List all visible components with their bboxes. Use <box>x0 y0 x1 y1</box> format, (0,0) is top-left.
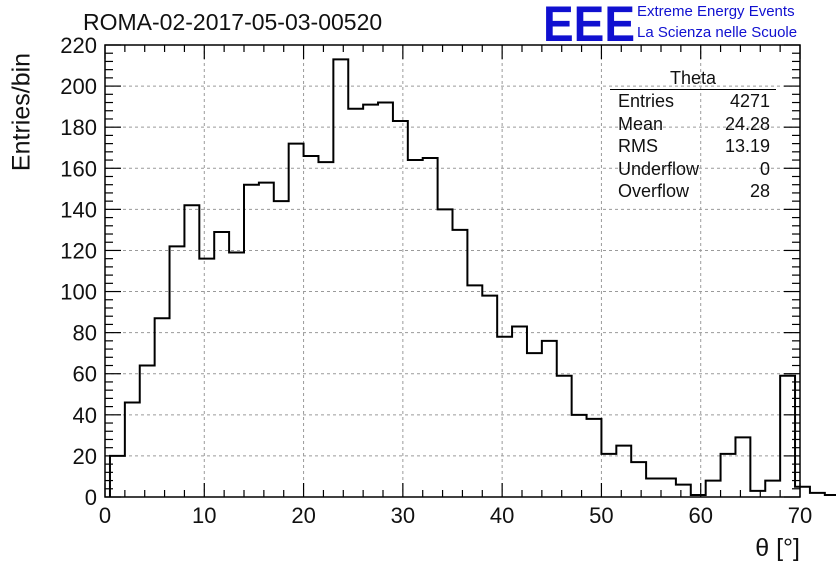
x-tick-label: 60 <box>688 503 712 528</box>
histogram-bin <box>735 437 750 497</box>
histogram-bin <box>467 285 482 497</box>
histogram-bin <box>795 487 810 497</box>
x-tick-label: 30 <box>391 503 415 528</box>
histogram-outline <box>108 58 836 497</box>
y-tick-label: 40 <box>73 403 97 428</box>
histogram-bin <box>810 493 825 497</box>
histogram-bin <box>110 456 125 497</box>
y-tick-label: 20 <box>73 444 97 469</box>
y-tick-label: 180 <box>60 115 97 140</box>
histogram-bin <box>155 318 170 497</box>
histogram-bin <box>199 259 214 497</box>
histogram-bin <box>765 481 780 497</box>
stats-box: Theta Entries 4271 Mean 24.28 RMS 13.19 … <box>610 68 776 203</box>
histogram-bin <box>348 109 363 497</box>
histogram-bin <box>646 479 661 497</box>
stats-row-overflow: Overflow 28 <box>610 180 776 203</box>
histogram-bin <box>676 485 691 497</box>
stats-value: 13.19 <box>724 136 770 156</box>
histogram-bin <box>661 479 676 497</box>
histogram-bin <box>482 296 497 497</box>
stats-row-rms: RMS 13.19 <box>610 135 776 158</box>
stats-label: Entries <box>618 91 675 111</box>
stats-value: 28 <box>749 181 770 201</box>
histogram-bin <box>438 209 453 497</box>
histogram-bin <box>691 495 706 497</box>
stats-row-mean: Mean 24.28 <box>610 113 776 136</box>
stats-value: 4271 <box>729 91 770 111</box>
histogram-bin <box>408 160 423 497</box>
run-title: ROMA-02-2017-05-03-00520 <box>83 9 383 35</box>
stats-title: Theta <box>610 68 776 90</box>
plot-frame <box>104 44 801 498</box>
histogram-bin <box>587 419 602 497</box>
histogram-bin <box>318 162 333 497</box>
histogram-bin <box>184 205 199 497</box>
histogram-bin <box>140 366 155 497</box>
histogram-bin <box>423 158 438 497</box>
histogram-bin <box>259 183 274 497</box>
x-tick-label: 40 <box>490 503 514 528</box>
histogram-bin <box>453 230 468 497</box>
histogram-bin <box>274 201 289 497</box>
eee-logo: EEE <box>543 2 635 44</box>
stats-row-underflow: Underflow 0 <box>610 158 776 181</box>
histogram-bin <box>244 185 259 497</box>
histogram-bin <box>750 491 765 497</box>
logo-caption-line2: La Scienza nelle Scuole <box>637 24 798 41</box>
histogram-bin <box>616 446 631 497</box>
x-tick-label: 70 <box>788 503 812 528</box>
histogram-bin <box>601 454 616 497</box>
stats-label: Overflow <box>618 181 690 201</box>
stats-label: RMS <box>618 136 658 156</box>
x-tick-label: 0 <box>99 503 111 528</box>
histogram-bin <box>125 402 140 497</box>
y-tick-label: 140 <box>60 197 97 222</box>
y-tick-label: 200 <box>60 74 97 99</box>
x-tick-label: 20 <box>291 503 315 528</box>
histogram-bin <box>542 341 557 497</box>
histogram-bin <box>825 495 836 497</box>
stats-value: 24.28 <box>724 113 770 134</box>
y-tick-label: 220 <box>60 33 97 58</box>
y-tick-label: 80 <box>73 321 97 346</box>
logo-caption-line1: Extreme Energy Events <box>637 3 795 20</box>
histogram-bin <box>527 353 542 497</box>
histogram-bin <box>289 144 304 497</box>
y-tick-label: 100 <box>60 280 97 305</box>
y-tick-label: 60 <box>73 362 97 387</box>
histogram-bin <box>378 103 393 497</box>
y-tick-label: 0 <box>85 485 97 510</box>
y-tick-label: 120 <box>60 238 97 263</box>
histogram-bin <box>512 326 527 497</box>
histogram-bin <box>721 454 736 497</box>
histogram-bin <box>631 462 646 497</box>
x-tick-label: 50 <box>589 503 613 528</box>
histogram-bin <box>304 156 319 497</box>
histogram-bin <box>780 376 795 497</box>
x-axis-label: θ [°] <box>755 534 800 562</box>
x-tick-label: 10 <box>192 503 216 528</box>
histogram-bin <box>497 337 512 497</box>
stats-label: Underflow <box>618 158 700 179</box>
histogram-bin <box>229 253 244 497</box>
histogram-bin <box>363 105 378 497</box>
y-tick-label: 160 <box>60 156 97 181</box>
histogram-bin <box>706 481 721 497</box>
histogram-bin <box>572 415 587 497</box>
histogram-bin <box>393 121 408 497</box>
histogram-bin <box>333 59 348 497</box>
eee-logo-text: EEE <box>543 2 635 44</box>
stats-value: 0 <box>759 158 770 179</box>
stats-label: Mean <box>618 113 664 134</box>
histogram-bin <box>557 376 572 497</box>
histogram-bin <box>170 246 185 497</box>
histogram-bin <box>214 232 229 497</box>
stats-row-entries: Entries 4271 <box>610 90 776 113</box>
